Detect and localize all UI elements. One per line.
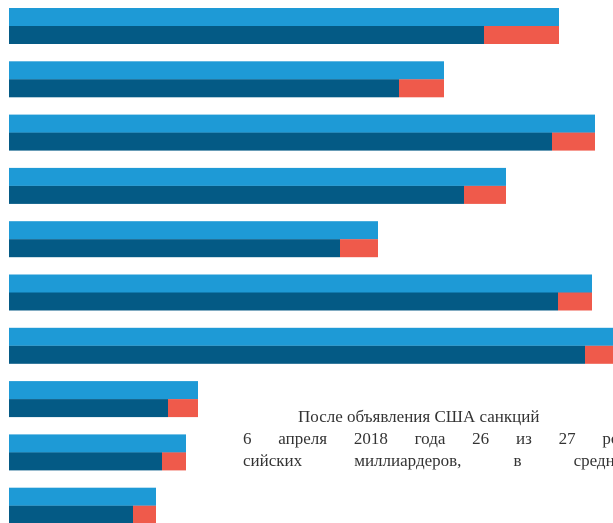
bar-after	[9, 505, 133, 523]
text-line: сийских миллиардеров, в среднем	[243, 451, 613, 470]
bar-loss	[585, 345, 613, 364]
bar-after	[9, 185, 464, 204]
bar-after	[9, 132, 552, 151]
bar-before	[9, 114, 595, 133]
bar-after	[9, 399, 168, 418]
bar-after	[9, 345, 585, 364]
bar-before	[9, 487, 156, 506]
bar-loss	[464, 185, 506, 204]
bar-after	[9, 26, 484, 44]
bar-loss	[399, 79, 444, 98]
bar-before	[9, 274, 592, 293]
bar-before	[9, 167, 506, 186]
bar-before	[9, 381, 198, 400]
bar-loss	[484, 26, 559, 44]
bar-before	[9, 327, 613, 346]
bar-before	[9, 434, 186, 453]
bar-after	[9, 292, 558, 311]
bar-after	[9, 452, 162, 471]
bar-loss	[558, 292, 592, 311]
bar-before	[9, 61, 444, 80]
bar-loss	[168, 399, 198, 418]
bar-before	[9, 221, 378, 240]
text-line: 6 апреля 2018 года 26 из 27 рос-	[243, 429, 613, 448]
bar-loss	[133, 505, 156, 523]
text-line: После объявления США санкций	[298, 407, 540, 426]
bar-loss	[552, 132, 595, 151]
text-block: После объявления США санкций 6 апреля 20…	[243, 406, 613, 472]
bar-loss	[340, 239, 378, 258]
bar-before	[9, 8, 559, 26]
bar-after	[9, 239, 340, 258]
bar-loss	[162, 452, 186, 471]
bar-after	[9, 79, 399, 98]
